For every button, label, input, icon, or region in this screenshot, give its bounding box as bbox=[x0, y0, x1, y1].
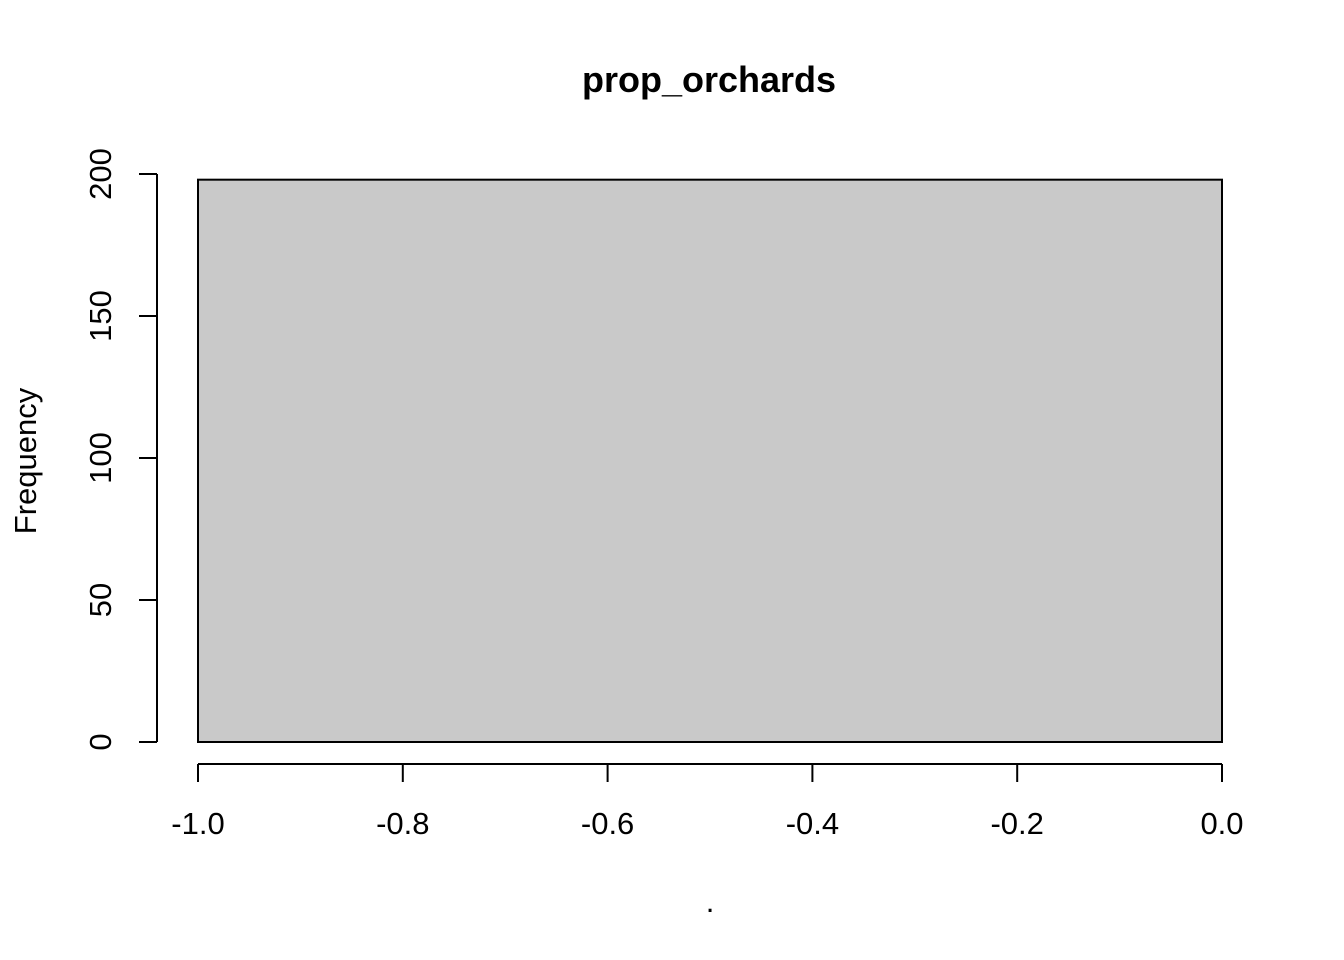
x-axis: -1.0 -0.8 -0.6 -0.4 -0.2 0.0 bbox=[171, 763, 1244, 841]
y-tick-label-2: 100 bbox=[83, 432, 118, 484]
y-tick-label-0: 0 bbox=[83, 733, 118, 750]
bars-group bbox=[197, 178, 1223, 743]
y-tick-label-1: 50 bbox=[83, 583, 118, 617]
chart-title: prop_orchards bbox=[582, 59, 836, 100]
x-tick-label-2: -0.6 bbox=[581, 806, 634, 841]
x-tick-label-0: -1.0 bbox=[171, 806, 224, 841]
y-axis-label: Frequency bbox=[8, 387, 43, 534]
y-axis: 0 50 100 150 200 bbox=[83, 148, 158, 751]
histogram-bar-0 bbox=[197, 178, 1223, 743]
x-tick-label-3: -0.4 bbox=[786, 806, 839, 841]
x-tick-label-5: 0.0 bbox=[1200, 806, 1243, 841]
y-tick-label-4: 200 bbox=[83, 148, 118, 200]
x-tick-label-1: -0.8 bbox=[376, 806, 429, 841]
x-axis-label: . bbox=[706, 884, 715, 919]
y-tick-label-3: 150 bbox=[83, 290, 118, 342]
x-tick-label-4: -0.2 bbox=[990, 806, 1043, 841]
